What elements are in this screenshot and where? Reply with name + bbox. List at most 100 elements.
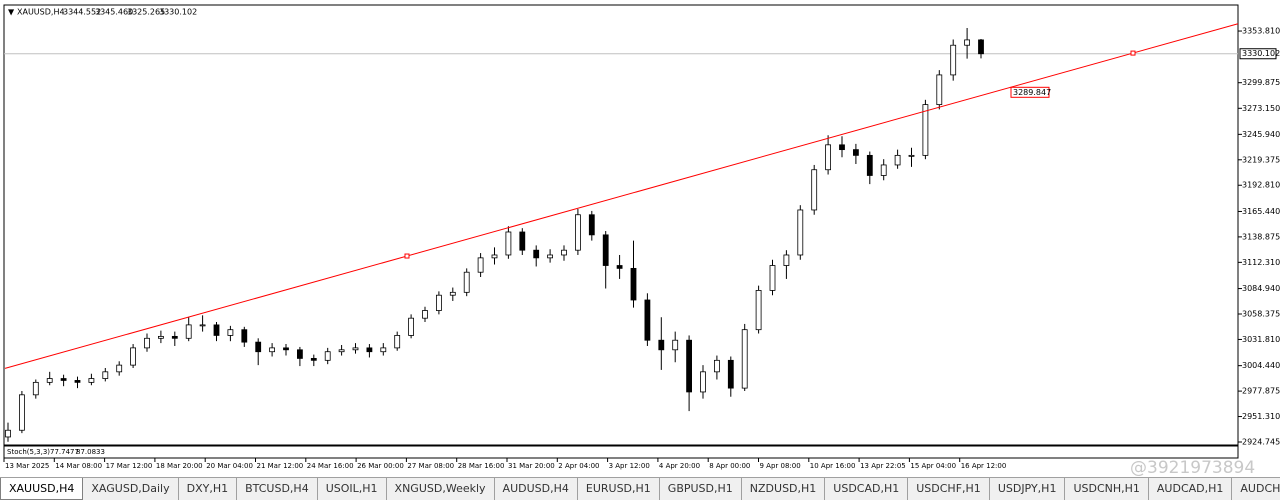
trendline-label: 3289.847 — [1013, 88, 1051, 97]
candle-body — [477, 257, 484, 273]
x-tick-label: 26 Mar 00:00 — [357, 462, 404, 470]
symbol-tab[interactable]: NZDUSD,H1 — [742, 478, 826, 500]
candle-body — [505, 231, 512, 256]
x-tick-label: 8 Apr 00:00 — [709, 462, 750, 470]
x-tick-label: 15 Apr 04:00 — [910, 462, 956, 470]
x-tick-label: 2 Apr 04:00 — [558, 462, 599, 470]
candle-body — [296, 349, 303, 359]
symbol-tab[interactable]: USOIL,H1 — [318, 478, 387, 500]
y-tick-label: 2977.875 — [1242, 387, 1280, 396]
symbol-tab[interactable]: USDCAD,H1 — [825, 478, 909, 500]
candle-body — [144, 337, 150, 349]
candle-body — [616, 265, 623, 269]
candle-body — [853, 149, 859, 156]
trendline — [4, 23, 1239, 369]
x-tick-label: 28 Mar 16:00 — [458, 462, 505, 470]
candle-body — [519, 231, 526, 251]
symbol-tab[interactable]: USDCNH,H1 — [1065, 478, 1149, 500]
candle-body — [352, 347, 359, 351]
ohlc-low: 3325.265 — [127, 8, 165, 17]
menu-arrow[interactable]: ▼ — [8, 8, 15, 17]
candle-body — [700, 371, 706, 393]
candle-body — [491, 254, 498, 259]
candle-body — [269, 347, 276, 353]
candle-body — [32, 381, 39, 396]
trendline-label-box — [1010, 86, 1050, 98]
candle-body — [102, 371, 109, 379]
candle-body — [894, 154, 901, 166]
candle-body — [658, 339, 665, 351]
x-tick-label: 24 Mar 16:00 — [307, 462, 354, 470]
symbol: XAUUSD,H4 — [17, 8, 65, 17]
symbol-tab[interactable]: XAUUSD,H4 — [0, 478, 84, 500]
candle-body — [435, 294, 442, 311]
y-tick-label: 3192.810 — [1242, 181, 1280, 190]
candle-body — [380, 347, 387, 353]
y-tick-label: 3299.875 — [1242, 78, 1280, 87]
candle-body — [839, 144, 845, 151]
candle-body — [171, 335, 178, 339]
plot-frame — [3, 4, 1239, 446]
candle-body — [60, 378, 67, 381]
x-tick-label: 13 Mar 2025 — [5, 462, 49, 470]
symbol-tab[interactable]: DXY,H1 — [179, 478, 238, 500]
symbol-tab[interactable]: USDCHF,H1 — [908, 478, 990, 500]
candle-body — [714, 359, 720, 373]
symbol-tab[interactable]: GBPUSD,H1 — [660, 478, 742, 500]
price-box — [1239, 48, 1277, 60]
candle-body — [199, 324, 206, 327]
candle-body — [727, 359, 734, 389]
candle-body — [672, 339, 679, 351]
y-tick-label: 3245.940 — [1242, 130, 1280, 139]
chart: ▼ XAUUSD,H4 3344.552 3345.460 3325.265 3… — [3, 4, 1280, 470]
y-tick-label: 3112.310 — [1242, 258, 1280, 267]
y-tick-label: 3031.810 — [1242, 335, 1280, 344]
symbol-tab[interactable]: BTCUSD,H4 — [237, 478, 318, 500]
candle-body — [866, 154, 873, 176]
candle-body — [561, 249, 567, 256]
y-tick-label: 3353.810 — [1242, 27, 1280, 36]
candle-body — [422, 310, 428, 319]
candle-body — [922, 104, 929, 156]
candle-body — [463, 271, 470, 293]
candle-body — [936, 74, 943, 106]
candle-body — [755, 290, 762, 331]
indicator-value: 87.0833 — [76, 448, 105, 456]
symbol-tab[interactable]: AUDCAD,H1 — [1149, 478, 1233, 500]
candle-body — [5, 429, 11, 438]
candle-body — [255, 341, 262, 353]
symbol-tab[interactable]: USDJPY,H1 — [990, 478, 1066, 500]
symbol-tab[interactable]: AUDCHF,H1 — [1232, 478, 1280, 500]
x-tick-label: 18 Mar 20:00 — [156, 462, 203, 470]
x-tick-label: 3 Apr 12:00 — [609, 462, 650, 470]
candle-body — [241, 329, 248, 343]
symbol-tab[interactable]: XAGUSD,Daily — [83, 478, 179, 500]
trendline-anchor — [404, 253, 410, 259]
x-tick-label: 10 Apr 16:00 — [810, 462, 856, 470]
x-tick-label: 16 Apr 12:00 — [961, 462, 1007, 470]
y-tick-label: 3273.150 — [1242, 104, 1280, 113]
watermark: @3921973894 — [1130, 458, 1256, 478]
candle-body — [338, 349, 345, 353]
candle-body — [74, 380, 81, 383]
candle-body — [825, 144, 831, 171]
y-tick-label: 3165.440 — [1242, 207, 1280, 216]
indicator-value: 77.7477 — [50, 448, 79, 456]
candle-body — [880, 164, 887, 176]
candle-body — [769, 265, 776, 291]
candle-body — [950, 44, 957, 76]
symbol-tab[interactable]: AUDUSD,H4 — [495, 478, 578, 500]
y-tick-label: 2951.310 — [1242, 412, 1280, 421]
y-tick-label: 3084.940 — [1242, 284, 1280, 293]
candle-body — [964, 39, 970, 46]
symbol-tab[interactable]: EURUSD,H1 — [578, 478, 660, 500]
symbol-tab[interactable]: XNGUSD,Weekly — [387, 478, 495, 500]
x-tick-label: 14 Mar 08:00 — [55, 462, 102, 470]
tab-bar: XAUUSD,H4 XAGUSD,Daily DXY,H1 BTCUSD,H4 USOI… — [0, 477, 1280, 500]
candle-body — [908, 154, 915, 157]
candle-body — [978, 39, 984, 55]
candle-body — [783, 254, 790, 266]
candle-body — [533, 249, 540, 259]
x-tick-label: 4 Apr 20:00 — [659, 462, 700, 470]
